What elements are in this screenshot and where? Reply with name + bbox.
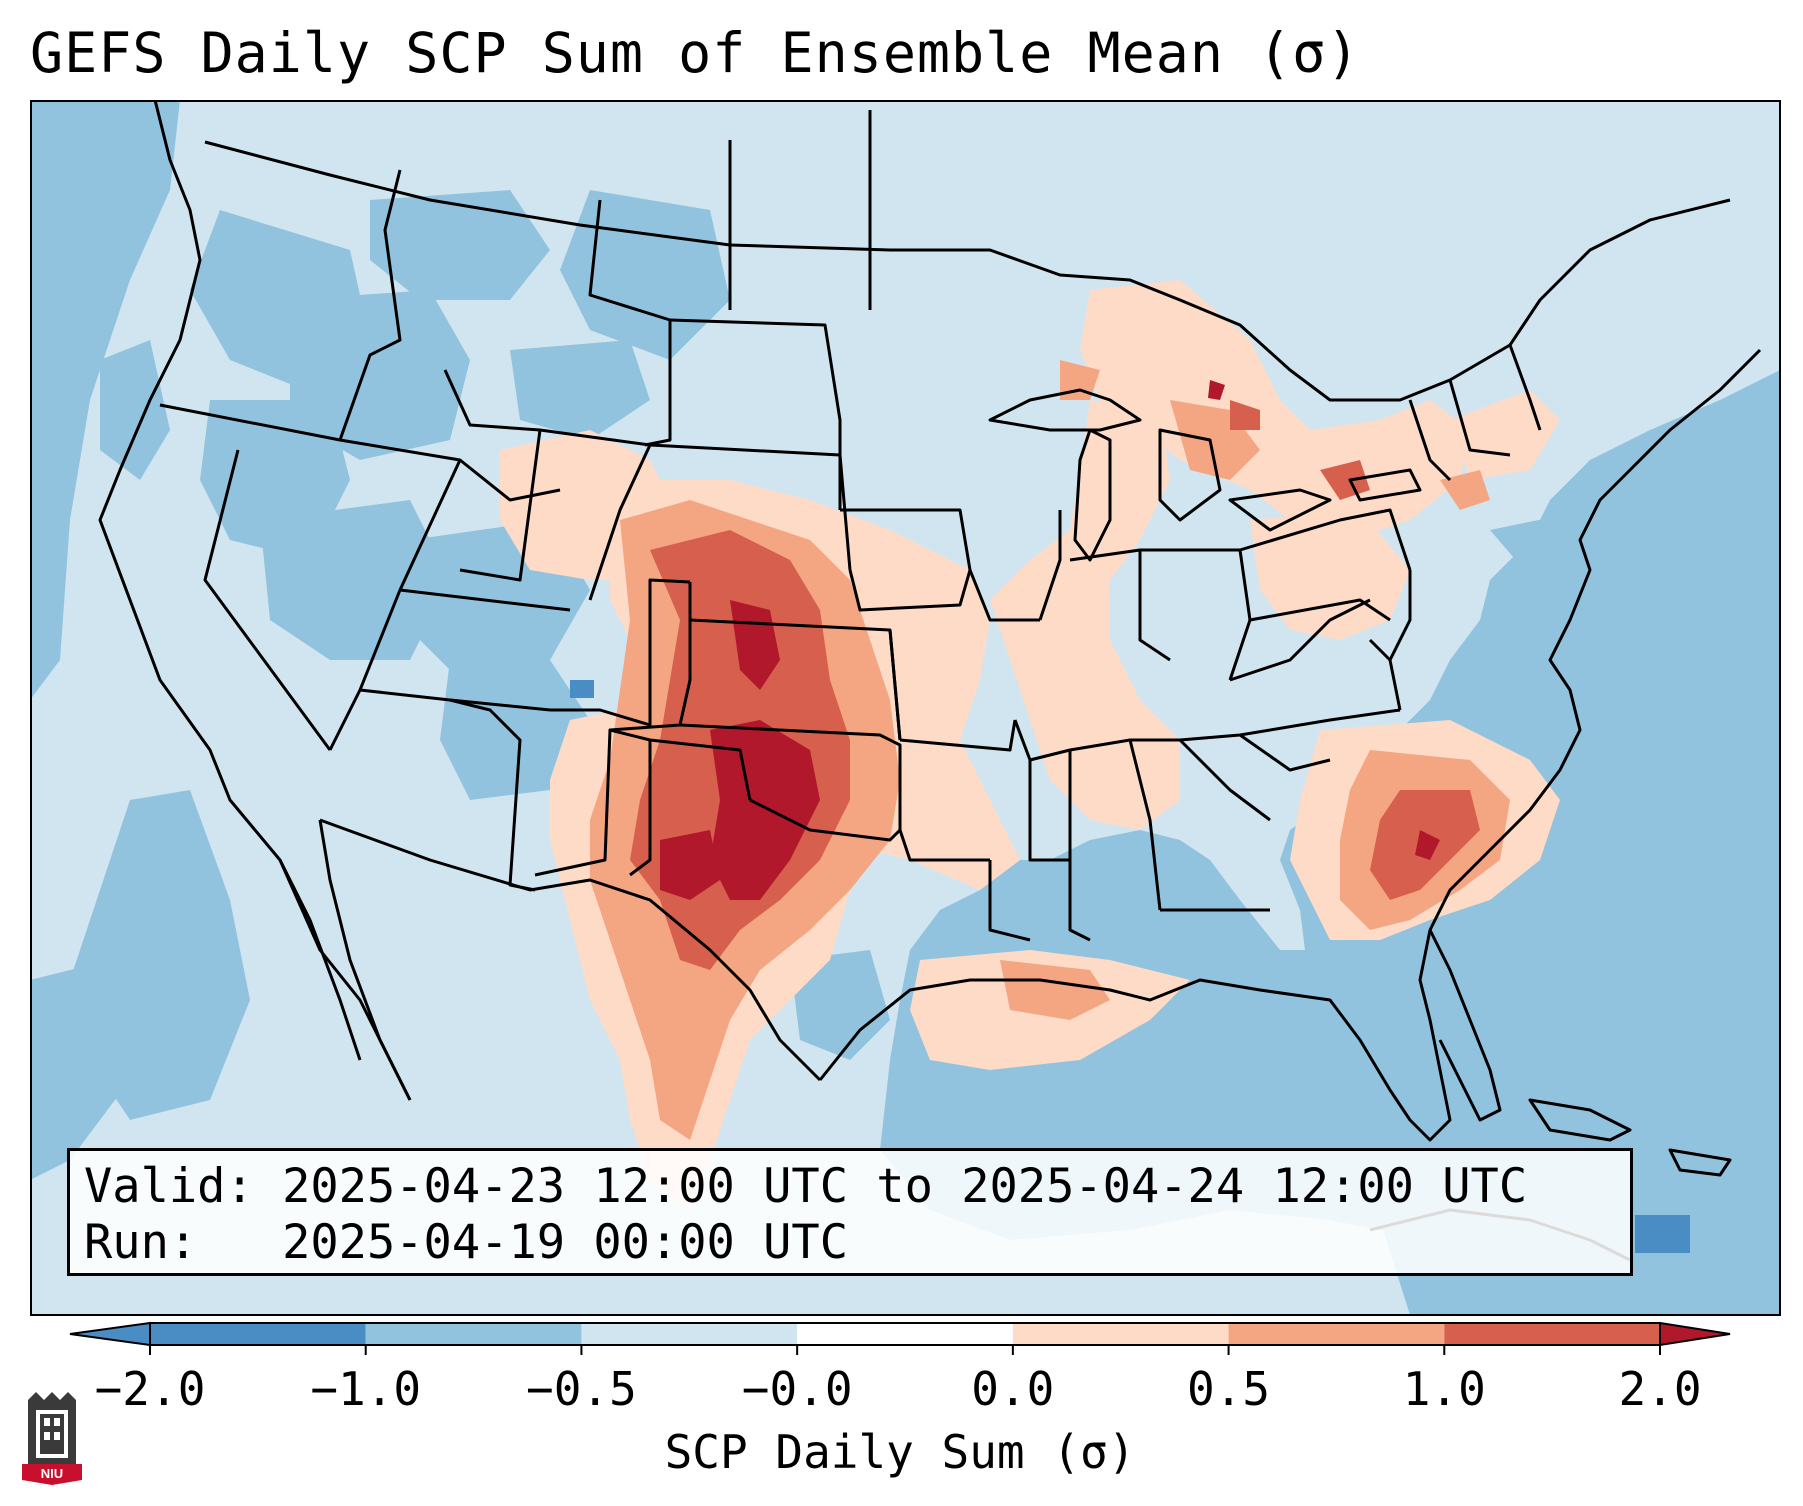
colorbar-tick-label: −0.0 [741, 1362, 853, 1416]
us-outline [98, 100, 412, 1101]
east-coast [1428, 348, 1762, 931]
colorbar-tick-label: 1.0 [1402, 1362, 1486, 1416]
run-line: Run: 2025-04-19 00:00 UTC [84, 1215, 849, 1270]
colorbar-tick-label: 2.0 [1618, 1362, 1702, 1416]
niu-logo: NIU [22, 1392, 82, 1485]
valid-line: Valid: 2025-04-23 12:00 UTC to 2025-04-2… [84, 1159, 1528, 1214]
us-mexico-border [319, 818, 822, 1082]
valid-time-box: Valid: 2025-04-23 12:00 UTC to 2025-04-2… [67, 1148, 1633, 1276]
colorbar-segment [365, 1323, 582, 1345]
strong-negative-pixel [1635, 1215, 1690, 1253]
map-title: GEFS Daily SCP Sum of Ensemble Mean (σ) [30, 21, 1361, 85]
colorbar-segment [1444, 1323, 1660, 1345]
colorbar-tick-label: 0.0 [971, 1362, 1055, 1416]
gulf-coast [818, 929, 1452, 1142]
strong-negative-pixel [570, 680, 594, 698]
us-canada-border [204, 140, 1731, 402]
colorbar-segments [69, 1321, 1731, 1355]
colorbar-label: SCP Daily Sum (σ) [664, 1425, 1136, 1479]
colorbar-extend-low [69, 1321, 151, 1347]
colorbar-segment [1228, 1323, 1445, 1345]
colorbar-segment [1012, 1323, 1229, 1345]
colorbar-outline [149, 1322, 1661, 1346]
niu-logo-text: NIU [41, 1466, 63, 1481]
colorbar-tick-label: −0.5 [526, 1362, 637, 1416]
colorbar-tick-label: −1.0 [310, 1362, 422, 1416]
negative-anomaly-regions [30, 100, 890, 1180]
colorbar-extend-high [1659, 1321, 1731, 1347]
colorbar-segment [797, 1323, 1013, 1345]
colorbar-segment [581, 1323, 798, 1345]
scp-map [30, 100, 1780, 1315]
colorbar-tick-label: 0.5 [1187, 1362, 1271, 1416]
state-boundaries [98, 100, 1762, 1262]
colorbar-tick-label: −2.0 [94, 1362, 206, 1416]
map-panel [30, 100, 1780, 1315]
colorbar [69, 1321, 1731, 1355]
colorbar-segment [150, 1323, 366, 1345]
